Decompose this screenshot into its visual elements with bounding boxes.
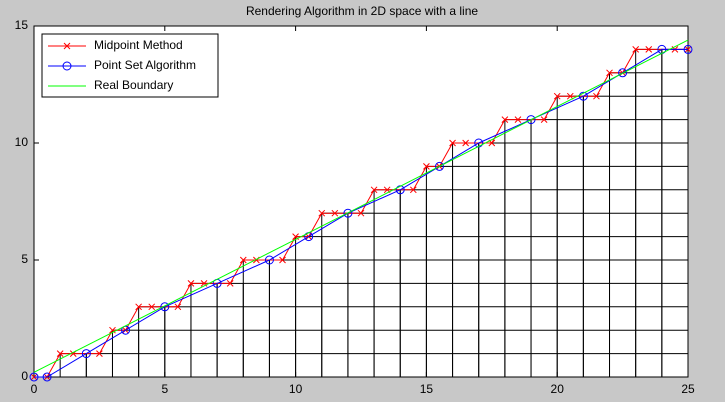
- x-tick-label: 10: [289, 382, 303, 396]
- chart-title: Rendering Algorithm in 2D space with a l…: [246, 4, 478, 18]
- marker-x: [239, 256, 247, 264]
- marker-circle: [42, 372, 52, 382]
- marker-circle: [160, 302, 170, 312]
- axes-box: [33, 25, 689, 378]
- marker-x: [449, 139, 456, 147]
- marker-circle: [434, 161, 444, 171]
- y-tick-label: 0: [21, 369, 28, 383]
- legend-label: Real Boundary: [94, 78, 173, 92]
- y-tick-label: 15: [15, 18, 29, 32]
- marker-x: [174, 303, 182, 311]
- marker-x: [514, 116, 522, 123]
- marker-circle: [526, 115, 536, 125]
- marker-x: [566, 92, 574, 100]
- x-tick-label: 0: [31, 382, 38, 396]
- marker-circle: [343, 208, 353, 218]
- x-tick-label: 20: [551, 382, 565, 396]
- marker-x: [109, 326, 116, 334]
- marker-x: [606, 69, 613, 77]
- marker-circle: [618, 68, 628, 78]
- marker-x: [63, 42, 71, 50]
- legend-label: Point Set Algorithm: [94, 58, 196, 72]
- marker-x: [553, 92, 561, 100]
- x-tick-label: 5: [161, 382, 168, 396]
- marker-x: [56, 350, 64, 357]
- marker-x: [318, 209, 326, 217]
- marker-x: [148, 303, 156, 311]
- series-line: [33, 39, 689, 373]
- marker-x: [370, 186, 378, 194]
- marker-x: [135, 303, 142, 311]
- marker-x: [645, 46, 653, 53]
- marker-x: [279, 256, 286, 264]
- marker-x: [423, 163, 430, 170]
- x-tick-label: 25: [681, 382, 695, 396]
- marker-circle: [683, 44, 693, 54]
- marker-x: [96, 350, 103, 357]
- marker-x: [540, 116, 548, 123]
- marker-x: [409, 186, 417, 194]
- marker-x: [593, 92, 600, 100]
- y-tick-label: 10: [15, 135, 29, 149]
- marker-circle: [474, 138, 484, 148]
- marker-circle: [264, 255, 274, 265]
- legend-label: Midpoint Method: [94, 38, 183, 52]
- marker-x: [357, 209, 365, 217]
- marker-circle: [29, 372, 39, 382]
- marker-x: [226, 280, 234, 287]
- marker-x: [331, 209, 339, 217]
- marker-x: [632, 46, 640, 53]
- marker-circle: [81, 349, 91, 359]
- marker-x: [501, 116, 509, 123]
- marker-circle: [62, 61, 72, 71]
- marker-x: [462, 139, 469, 147]
- x-tick-label: 15: [420, 382, 434, 396]
- marker-x: [187, 280, 195, 287]
- marker-circle: [578, 91, 588, 101]
- y-tick-label: 5: [21, 252, 28, 266]
